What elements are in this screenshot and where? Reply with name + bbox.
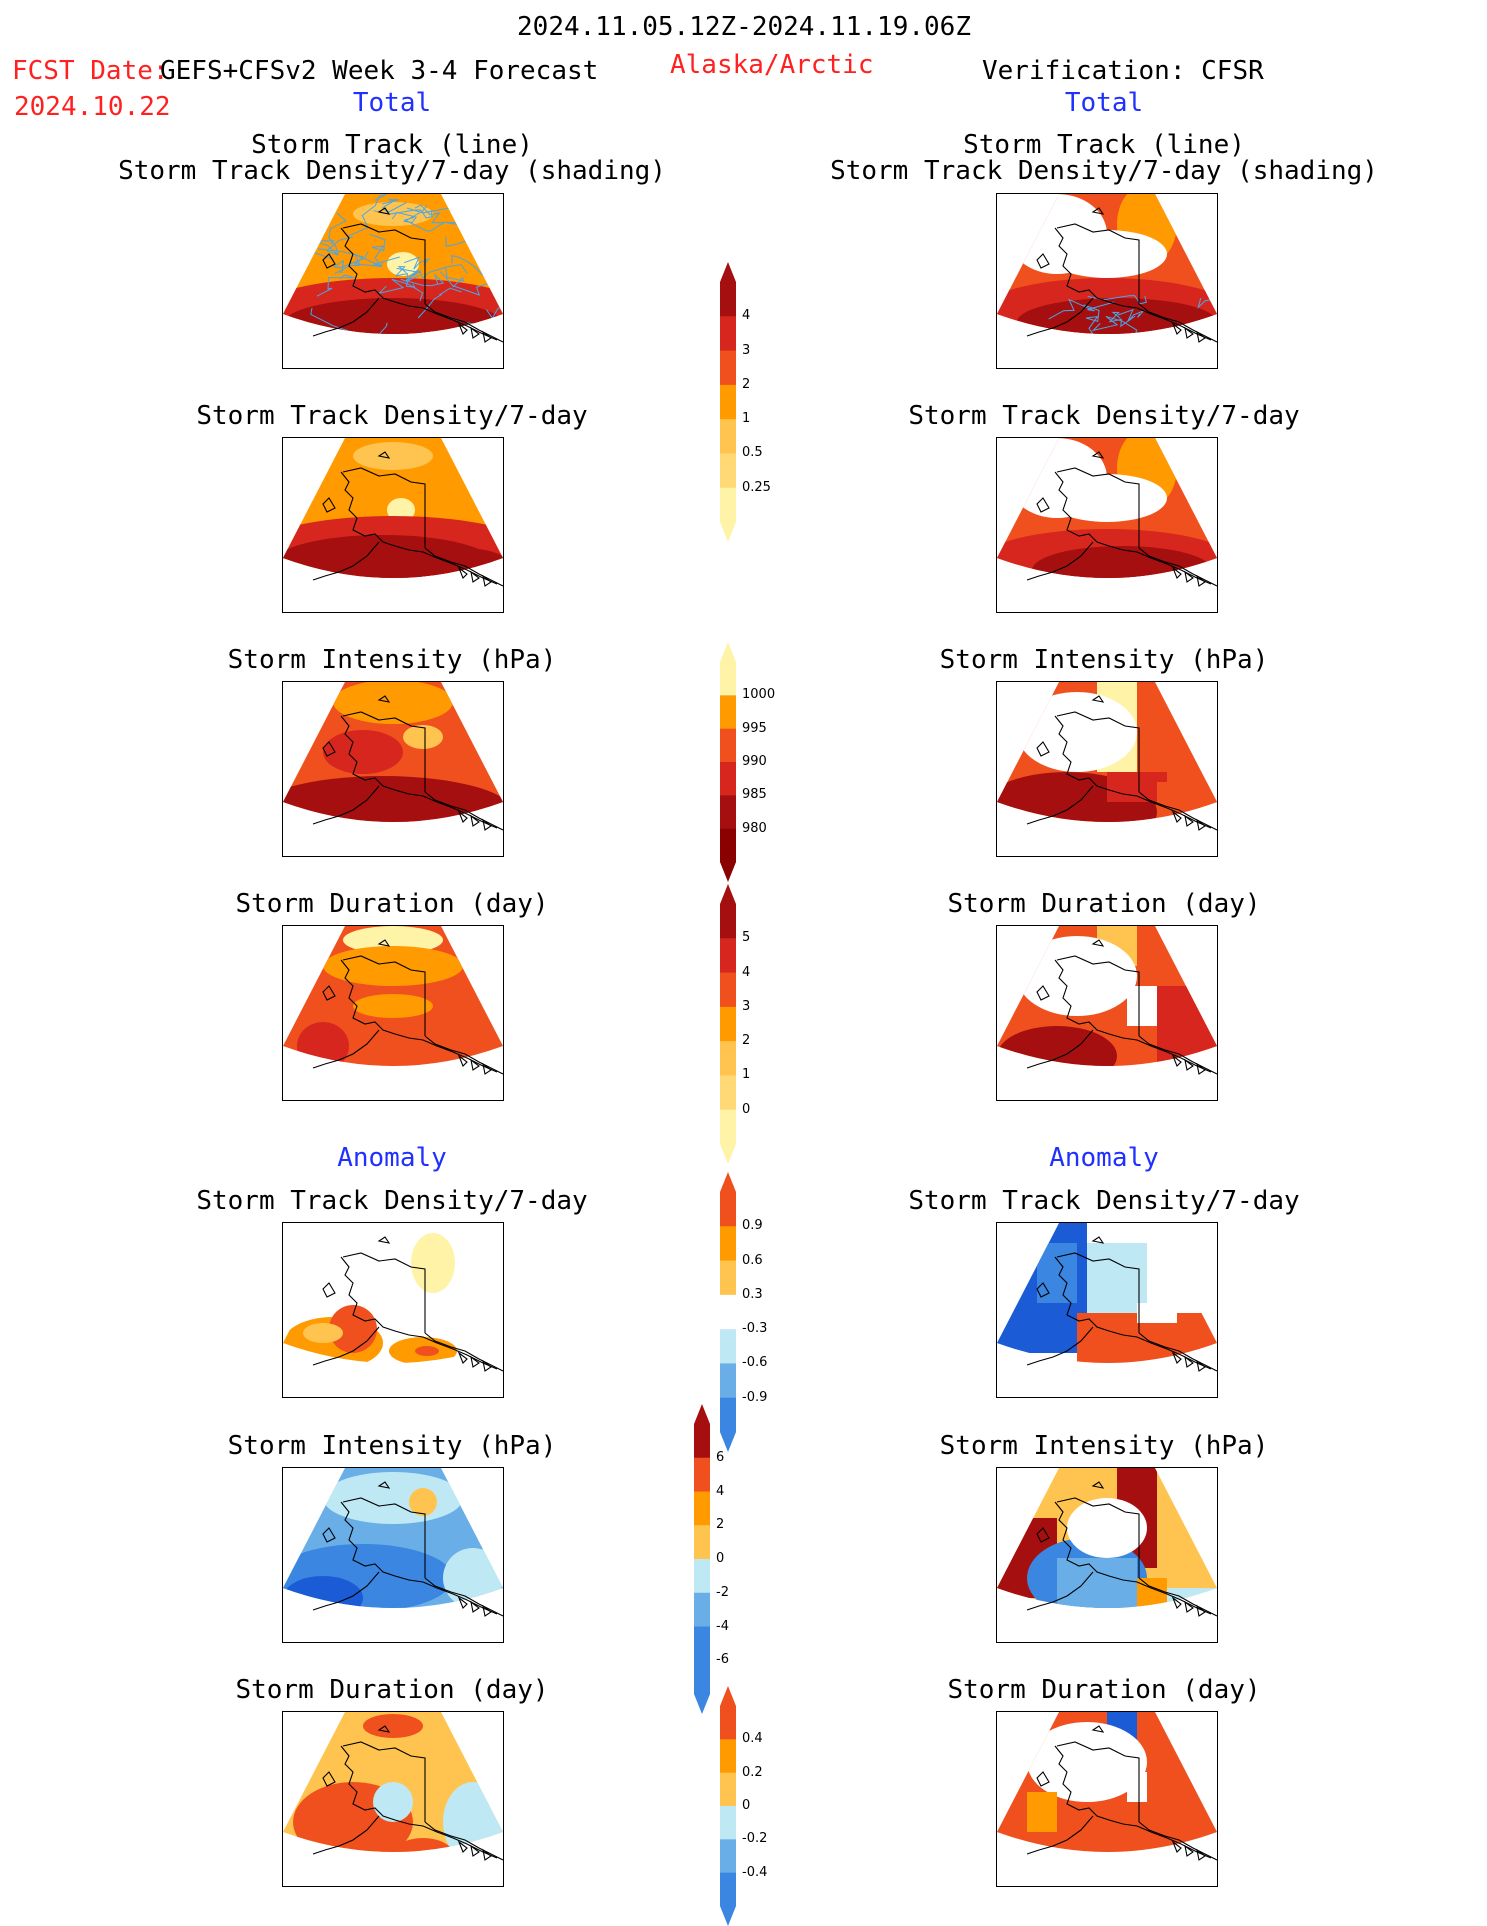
left-duration-anom-title: Storm Duration (day) (235, 1675, 549, 1705)
colorbar-tick-label: 3 (742, 998, 751, 1014)
colorbar-tick-label: -0.9 (742, 1389, 768, 1405)
right-density-anom-title: Storm Track Density/7-day (908, 1186, 1300, 1216)
colorbar-tick-label: 4 (716, 1483, 725, 1499)
colorbar-tick-label: 0.6 (742, 1252, 763, 1268)
fcst-label: FCST Date: (12, 56, 169, 86)
fcst-date: 2024.10.22 (14, 92, 171, 122)
right-track-map (996, 193, 1218, 369)
colorbar-tick-label: 1 (742, 411, 751, 427)
right-track-line-title: Storm Track (line) (963, 130, 1245, 160)
left-density-map (282, 437, 504, 613)
intensity-colorbar: 1000 995 990 985 980 (720, 642, 790, 882)
left-density-anom-map (282, 1222, 504, 1398)
colorbar-tick-label: 0.4 (742, 1731, 763, 1747)
colorbar-tick-label: 0.3 (742, 1286, 763, 1302)
colorbar-tick-label: -0.4 (742, 1864, 768, 1880)
fcst-product: GEFS+CFSv2 Week 3-4 Forecast (160, 56, 599, 86)
right-density-anom-map (996, 1222, 1218, 1398)
right-total-label: Total (1064, 88, 1144, 118)
colorbar-tick-label: -4 (716, 1618, 729, 1634)
colorbar-tick-label: 990 (742, 754, 767, 769)
colorbar-tick-label: 1000 (742, 687, 776, 703)
right-density-title: Storm Track Density/7-day (908, 401, 1300, 431)
colorbar-tick-label: 0.9 (742, 1218, 763, 1234)
region-label: Alaska/Arctic (670, 50, 874, 80)
right-intensity-title: Storm Intensity (hPa) (939, 645, 1269, 675)
colorbar-tick-label: 0.5 (742, 445, 763, 461)
density-colorbar: 4 3 2 1 0.5 0.25 (720, 262, 790, 542)
right-anomaly-label: Anomaly (1049, 1143, 1159, 1173)
left-duration-map (282, 925, 504, 1101)
left-track-line-title: Storm Track (line) (251, 130, 533, 160)
left-total-label: Total (352, 88, 432, 118)
colorbar-tick-label: 2 (742, 1033, 751, 1049)
left-track-map (282, 193, 504, 369)
left-anomaly-label: Anomaly (337, 1143, 447, 1173)
colorbar-tick-label: 3 (742, 342, 751, 358)
verification-label: Verification: CFSR (982, 56, 1264, 86)
colorbar-tick-label: 0.2 (742, 1764, 763, 1780)
colorbar-tick-label: -6 (716, 1652, 729, 1668)
colorbar-tick-label: 985 (742, 787, 767, 803)
intensity-anom-colorbar: 6 4 2 0 -2 -4 -6 (694, 1404, 764, 1714)
left-intensity-title: Storm Intensity (hPa) (227, 645, 557, 675)
right-intensity-map (996, 681, 1218, 857)
left-density-title: Storm Track Density/7-day (196, 401, 588, 431)
colorbar-tick-label: 4 (742, 308, 751, 324)
colorbar-tick-label: 2 (742, 376, 751, 392)
colorbar-tick-label: -0.2 (742, 1831, 768, 1847)
colorbar-tick-label: 0.25 (742, 479, 771, 495)
right-density-map (996, 437, 1218, 613)
left-density-anom-title: Storm Track Density/7-day (196, 1186, 588, 1216)
colorbar-tick-label: 995 (742, 720, 767, 736)
colorbar-tick-label: -0.3 (742, 1321, 768, 1337)
colorbar-tick-label: 5 (742, 930, 751, 946)
right-intensity-anom-map (996, 1467, 1218, 1643)
colorbar-tick-label: 0 (742, 1798, 751, 1813)
colorbar-tick-label: 4 (742, 964, 751, 980)
colorbar-tick-label: 0 (716, 1551, 725, 1566)
right-track-shading-title: Storm Track Density/7-day (shading) (830, 156, 1378, 186)
left-intensity-anom-map (282, 1467, 504, 1643)
colorbar-tick-label: 1 (742, 1067, 751, 1083)
colorbar-tick-label: -0.6 (742, 1355, 768, 1371)
colorbar-tick-label: -2 (716, 1584, 729, 1600)
colorbar-tick-label: 0 (742, 1101, 751, 1117)
duration-anom-colorbar: 0.4 0.2 0 -0.2 -0.4 (720, 1686, 790, 1926)
left-track-shading-title: Storm Track Density/7-day (shading) (118, 156, 666, 186)
colorbar-tick-label: 6 (716, 1449, 725, 1465)
right-duration-title: Storm Duration (day) (947, 889, 1261, 919)
colorbar-tick-label: 2 (716, 1517, 725, 1533)
left-duration-anom-map (282, 1711, 504, 1887)
right-intensity-anom-title: Storm Intensity (hPa) (939, 1431, 1269, 1461)
colorbar-tick-label: 980 (742, 820, 767, 836)
right-duration-anom-map (996, 1711, 1218, 1887)
left-intensity-map (282, 681, 504, 857)
density-anom-colorbar: 0.9 0.6 0.3 -0.3 -0.6 -0.9 (720, 1172, 790, 1452)
duration-colorbar: 5 4 3 2 1 0 (720, 884, 790, 1164)
right-duration-map (996, 925, 1218, 1101)
left-duration-title: Storm Duration (day) (235, 889, 549, 919)
left-intensity-anom-title: Storm Intensity (hPa) (227, 1431, 557, 1461)
date-range-title: 2024.11.05.12Z-2024.11.19.06Z (517, 12, 971, 42)
right-duration-anom-title: Storm Duration (day) (947, 1675, 1261, 1705)
